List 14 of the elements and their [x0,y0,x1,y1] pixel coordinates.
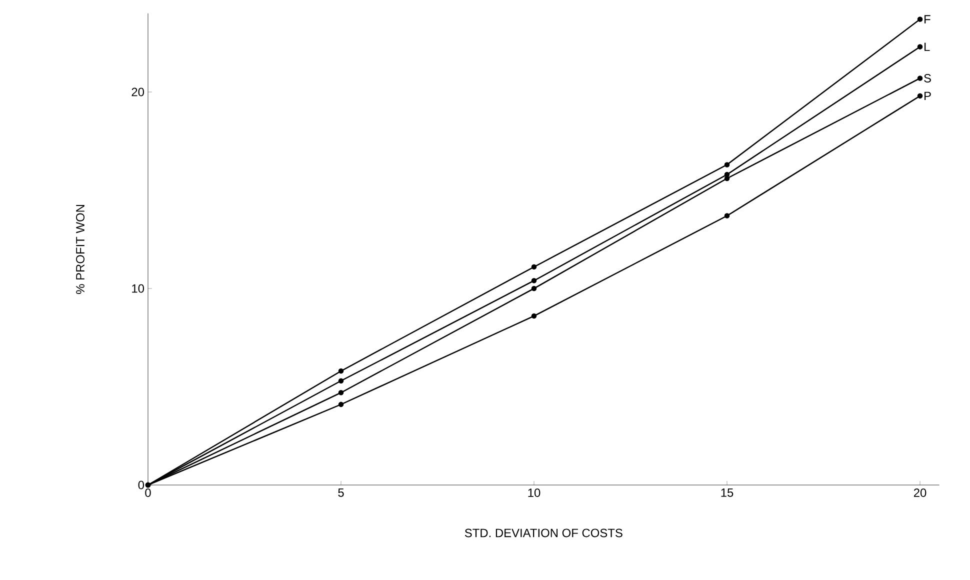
x-tick-label: 10 [528,488,540,497]
series-label: L [924,42,930,51]
x-axis-title: STD. DEVIATION OF COSTS [464,528,622,538]
x-tick-label: 5 [338,488,344,497]
series-label: S [924,74,931,82]
y-tick-label: 0 [138,480,144,490]
y-axis-title: % PROFIT WON [76,205,84,294]
y-tick-label: 10 [132,284,144,293]
x-tick-label: 15 [721,488,734,497]
x-tick-label: 20 [914,488,926,497]
series-label: P [924,92,931,100]
y-tick-label: 20 [132,88,144,96]
series-label: F [924,15,930,24]
x-tick-label: 0 [145,488,151,497]
